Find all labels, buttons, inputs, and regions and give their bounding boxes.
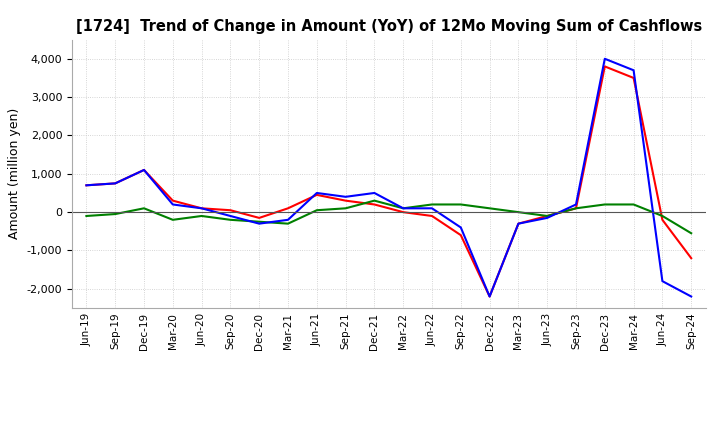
Free Cashflow <box>284 217 292 223</box>
Operating Cashflow <box>687 256 696 261</box>
Operating Cashflow <box>658 217 667 223</box>
Free Cashflow <box>168 202 177 207</box>
Operating Cashflow <box>197 205 206 211</box>
Operating Cashflow <box>572 205 580 211</box>
Free Cashflow <box>428 205 436 211</box>
Y-axis label: Amount (million yen): Amount (million yen) <box>8 108 21 239</box>
Free Cashflow <box>341 194 350 199</box>
Operating Cashflow <box>456 232 465 238</box>
Investing Cashflow <box>399 205 408 211</box>
Free Cashflow <box>456 225 465 230</box>
Free Cashflow <box>197 205 206 211</box>
Investing Cashflow <box>658 213 667 219</box>
Investing Cashflow <box>456 202 465 207</box>
Operating Cashflow <box>485 294 494 299</box>
Investing Cashflow <box>82 213 91 219</box>
Free Cashflow <box>514 221 523 226</box>
Title: [1724]  Trend of Change in Amount (YoY) of 12Mo Moving Sum of Cashflows: [1724] Trend of Change in Amount (YoY) o… <box>76 19 702 34</box>
Free Cashflow <box>255 221 264 226</box>
Operating Cashflow <box>226 208 235 213</box>
Investing Cashflow <box>111 211 120 216</box>
Operating Cashflow <box>111 181 120 186</box>
Investing Cashflow <box>197 213 206 219</box>
Investing Cashflow <box>543 213 552 219</box>
Line: Investing Cashflow: Investing Cashflow <box>86 201 691 233</box>
Operating Cashflow <box>284 205 292 211</box>
Free Cashflow <box>687 294 696 299</box>
Free Cashflow <box>658 279 667 284</box>
Operating Cashflow <box>370 202 379 207</box>
Investing Cashflow <box>168 217 177 223</box>
Operating Cashflow <box>140 167 148 172</box>
Investing Cashflow <box>514 209 523 215</box>
Free Cashflow <box>370 191 379 196</box>
Operating Cashflow <box>399 209 408 215</box>
Operating Cashflow <box>82 183 91 188</box>
Free Cashflow <box>485 294 494 299</box>
Investing Cashflow <box>226 217 235 223</box>
Operating Cashflow <box>255 215 264 220</box>
Operating Cashflow <box>514 221 523 226</box>
Operating Cashflow <box>600 64 609 69</box>
Free Cashflow <box>399 205 408 211</box>
Line: Operating Cashflow: Operating Cashflow <box>86 66 691 297</box>
Investing Cashflow <box>485 205 494 211</box>
Line: Free Cashflow: Free Cashflow <box>86 59 691 297</box>
Free Cashflow <box>543 215 552 220</box>
Investing Cashflow <box>255 219 264 224</box>
Free Cashflow <box>572 202 580 207</box>
Investing Cashflow <box>284 221 292 226</box>
Investing Cashflow <box>140 205 148 211</box>
Free Cashflow <box>312 191 321 196</box>
Free Cashflow <box>82 183 91 188</box>
Operating Cashflow <box>543 213 552 219</box>
Investing Cashflow <box>600 202 609 207</box>
Investing Cashflow <box>629 202 638 207</box>
Operating Cashflow <box>312 192 321 198</box>
Investing Cashflow <box>312 208 321 213</box>
Free Cashflow <box>111 181 120 186</box>
Investing Cashflow <box>370 198 379 203</box>
Free Cashflow <box>629 68 638 73</box>
Investing Cashflow <box>572 205 580 211</box>
Free Cashflow <box>140 167 148 172</box>
Free Cashflow <box>226 213 235 219</box>
Investing Cashflow <box>687 231 696 236</box>
Operating Cashflow <box>629 75 638 81</box>
Free Cashflow <box>600 56 609 62</box>
Investing Cashflow <box>341 205 350 211</box>
Operating Cashflow <box>168 198 177 203</box>
Operating Cashflow <box>428 213 436 219</box>
Operating Cashflow <box>341 198 350 203</box>
Investing Cashflow <box>428 202 436 207</box>
